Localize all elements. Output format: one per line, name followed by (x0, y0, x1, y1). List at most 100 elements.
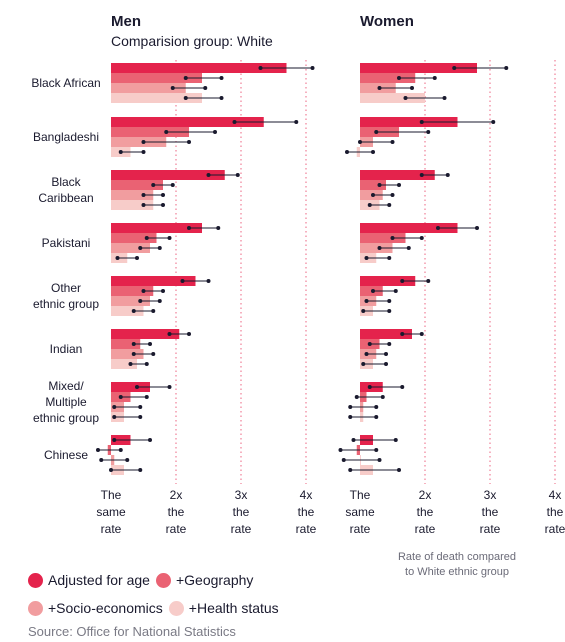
women-error-high-indian (384, 362, 388, 366)
men-error-low-chinese (109, 468, 113, 472)
women-error-low-bangladeshi (374, 130, 379, 134)
men-error-low-pakistani (144, 236, 149, 240)
category-label-pakistani: Pakistani (42, 236, 91, 250)
category-label-other-ethnic-group: Other ethnic group (33, 281, 99, 311)
men-error-low-mixed-multiple-ethnic-group (135, 385, 139, 389)
women-error-high-pakistani (387, 256, 392, 260)
legend-swatch-geography (155, 572, 171, 588)
men-error-low-black-african (183, 96, 188, 100)
women-error-low-black-caribbean (367, 203, 372, 207)
men-error-low-black-caribbean (141, 193, 146, 197)
men-error-high-pakistani (216, 226, 221, 230)
women-error-low-chinese (338, 448, 343, 452)
men-error-high-indian (187, 332, 191, 336)
women-error-high-mixed-multiple-ethnic-group (380, 395, 385, 399)
legend-row-1: Adjusted for age +Geography (28, 566, 285, 594)
men-error-low-black-african (183, 76, 188, 80)
women-tick-label-2: 2x the rate (415, 488, 436, 536)
women-error-high-pakistani (475, 226, 479, 230)
men-bar-bangladeshi-adjusted-for-age (111, 117, 264, 127)
women-bar-black-caribbean-adjusted-for-age (360, 170, 435, 180)
men-error-high-other-ethnic-group (157, 299, 162, 303)
men-bar-black-caribbean-adjusted-for-age (111, 170, 225, 180)
legend-item-socio-economics: +Socio-economics (28, 600, 163, 616)
men-bar-black-african-geography (111, 73, 202, 83)
men-error-high-black-african (310, 66, 315, 70)
men-error-high-chinese (125, 458, 130, 462)
women-error-low-pakistani (436, 226, 440, 230)
women-error-low-pakistani (390, 236, 395, 240)
legend-item-health-status: +Health status (168, 600, 279, 616)
women-error-low-indian (361, 362, 366, 366)
women-error-high-black-african (442, 96, 447, 100)
category-label-chinese: Chinese (44, 448, 88, 462)
men-error-low-other-ethnic-group (180, 279, 185, 283)
women-error-low-indian (400, 332, 405, 336)
men-bar-indian-socio-economics (111, 349, 144, 359)
women-error-low-other-ethnic-group (371, 289, 375, 293)
axis-note-line-2: to White ethnic group (405, 566, 509, 578)
men-bar-black-caribbean-geography (111, 180, 163, 190)
women-error-low-chinese (348, 468, 353, 472)
women-error-high-black-caribbean (445, 173, 450, 177)
women-error-low-mixed-multiple-ethnic-group (354, 395, 359, 399)
women-error-low-chinese (351, 438, 356, 442)
men-error-low-chinese (112, 438, 117, 442)
women-error-low-black-caribbean (371, 193, 375, 197)
men-bar-black-african-socio-economics (111, 83, 186, 93)
men-bar-indian-health-status (111, 359, 137, 369)
men-tick-label-2: 2x the rate (166, 488, 187, 536)
men-error-high-indian (144, 362, 149, 366)
women-error-low-chinese (341, 458, 346, 462)
legend-swatch-adjusted-for-age (28, 572, 43, 588)
men-bar-pakistani-geography (111, 233, 157, 243)
women-error-low-mixed-multiple-ethnic-group (367, 385, 372, 389)
legend: Adjusted for age +Geography +Socio-econo… (28, 566, 285, 622)
men-error-high-black-african (219, 96, 224, 100)
women-error-low-bangladeshi (345, 150, 349, 154)
men-error-low-other-ethnic-group (141, 289, 146, 293)
women-error-high-chinese (374, 448, 379, 452)
men-error-high-black-african (203, 86, 208, 90)
axis-note: Rate of death compared to White ethnic g… (372, 550, 542, 580)
men-bar-pakistani-socio-economics (111, 243, 150, 253)
women-error-low-pakistani (377, 246, 382, 250)
women-error-low-pakistani (364, 256, 369, 260)
women-error-low-indian (364, 352, 369, 356)
women-error-low-mixed-multiple-ethnic-group (348, 405, 353, 409)
women-error-high-chinese (397, 468, 401, 472)
men-error-low-mixed-multiple-ethnic-group (112, 415, 117, 419)
men-tick-label-4: 4x the rate (296, 488, 317, 536)
category-label-black-caribbean: Black Caribbean (38, 175, 93, 205)
men-error-low-black-caribbean (206, 173, 211, 177)
men-error-low-black-african (258, 66, 263, 70)
women-error-low-black-african (452, 66, 457, 70)
women-error-low-black-caribbean (377, 183, 382, 187)
women-error-high-indian (384, 352, 388, 356)
men-bar-indian-adjusted-for-age (111, 329, 180, 339)
men-bar-black-caribbean-health-status (111, 200, 154, 210)
men-error-low-black-african (170, 86, 175, 90)
women-error-high-chinese (393, 438, 398, 442)
men-error-low-mixed-multiple-ethnic-group (118, 395, 123, 399)
women-error-high-other-ethnic-group (393, 289, 398, 293)
women-error-high-chinese (377, 458, 382, 462)
women-bar-pakistani-adjusted-for-age (360, 223, 458, 233)
men-tick-label-3: 3x the rate (231, 488, 252, 536)
men-bar-bangladeshi-socio-economics (111, 137, 167, 147)
category-label-mixed-multiple-ethnic-group: Mixed/Multiple ethnic group (33, 379, 99, 425)
men-error-low-bangladeshi (232, 120, 237, 124)
women-error-high-pakistani (406, 246, 411, 250)
legend-swatch-health-status (168, 600, 184, 616)
women-error-high-other-ethnic-group (387, 299, 392, 303)
men-error-low-indian (131, 352, 136, 356)
women-panel-title: Women (360, 13, 414, 30)
women-error-high-black-caribbean (397, 183, 401, 187)
men-bar-mixed-multiple-ethnic-group-adjusted-for-age (111, 382, 150, 392)
legend-swatch-socio-economics (28, 600, 43, 616)
women-error-high-bangladeshi (491, 120, 496, 124)
legend-label-health-status: +Health status (188, 600, 279, 616)
women-bar-black-african-adjusted-for-age (360, 63, 477, 73)
men-bar-black-african-adjusted-for-age (111, 63, 287, 73)
women-error-high-black-african (504, 66, 509, 70)
